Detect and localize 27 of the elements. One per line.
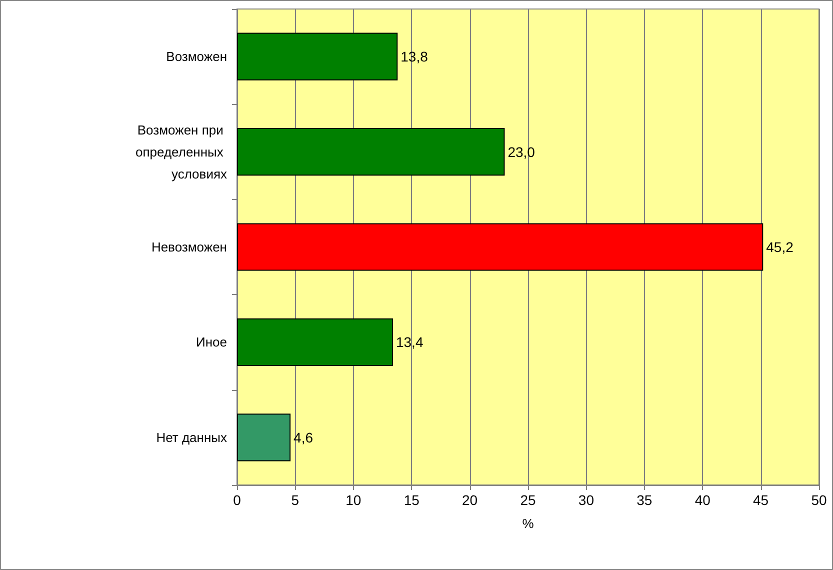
x-tick-label: 45 (753, 492, 769, 508)
bar (237, 318, 393, 366)
data-label: 45,2 (766, 239, 794, 255)
bar (237, 32, 398, 80)
y-tick-label: Нет данных (156, 430, 228, 445)
data-label: 23,0 (508, 144, 536, 160)
data-label: 4,6 (294, 429, 314, 446)
x-axis-title: % (522, 516, 534, 531)
bar (237, 128, 505, 176)
x-tick-label: 40 (694, 492, 711, 508)
x-tick-label: 50 (811, 492, 827, 508)
y-tick-label: Возможен при определенных условиях (136, 122, 228, 182)
x-tick-label: 5 (291, 492, 300, 508)
x-tick-label: 35 (636, 492, 652, 508)
x-tick-label: 20 (462, 492, 478, 508)
y-tick-label: Иное (196, 334, 227, 350)
x-tick-label: 10 (346, 492, 362, 508)
bar (237, 223, 764, 271)
bar (237, 414, 291, 462)
y-tick-label: Невозможен (151, 240, 227, 254)
x-tick-label: 25 (520, 492, 536, 508)
data-label: 13,8 (400, 48, 428, 65)
y-tick-label: Возможен (166, 49, 227, 64)
x-tick-label: 30 (578, 492, 594, 508)
x-tick-label: 0 (233, 492, 242, 508)
data-label: 13,4 (396, 334, 424, 350)
x-tick-label: 15 (404, 492, 420, 508)
